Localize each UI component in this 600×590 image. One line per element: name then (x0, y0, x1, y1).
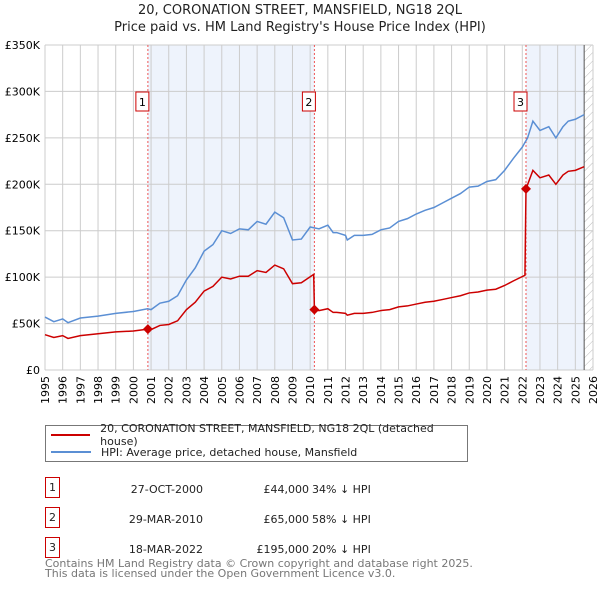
x-tick-label: 2026 (587, 376, 600, 404)
legend-label: HPI: Average price, detached house, Mans… (101, 445, 358, 459)
sale-label-box (135, 91, 150, 112)
sale-marker-box: 3 (45, 537, 60, 558)
y-tick-label: £150K (5, 225, 41, 238)
chart-title: 20, CORONATION STREET, MANSFIELD, NG18 2… (137, 3, 463, 18)
sale-label: 1 (139, 96, 146, 109)
x-tick-label: 2002 (163, 376, 176, 404)
price-chart: 1995 1996 1997 1998 1999 2000 2001 2002 2003 2004… (5, 39, 600, 404)
y-tick-label: £50K (12, 318, 41, 331)
footer-line: Contains HM Land Registry data © Crown c… (45, 557, 473, 570)
sale-point (142, 324, 153, 335)
x-tick-label: 2005 (216, 376, 229, 404)
x-tick-label: 1995 (39, 376, 52, 404)
y-tick-label: £350K (5, 39, 41, 52)
x-tick-label: 2000 (127, 376, 140, 404)
x-tick-label: 2024 (552, 376, 565, 404)
x-tick-label: 2013 (357, 376, 370, 404)
blue-line-swatch (51, 451, 91, 453)
forecast-hatch (584, 45, 593, 370)
sale-marker-box: 2 (45, 507, 60, 528)
sale-date: 29-MAR-2010 (128, 513, 203, 526)
sale-label-box (513, 91, 528, 112)
legend-item-hpi: HPI: Average price, detached house, Mans… (51, 444, 357, 460)
hpi-diff: 34% ↓ HPI (312, 483, 371, 496)
x-tick-label: 2025 (569, 376, 582, 404)
x-tick-label: 2010 (304, 376, 317, 404)
x-tick-label: 2003 (180, 376, 193, 404)
chart-subtitle: Price paid vs. HM Land Registry's House … (114, 20, 486, 35)
transaction-row: 3 18-MAR-2022 £195,000 20% ↓ HPI (45, 537, 465, 563)
sale-point (521, 183, 532, 194)
x-tick-label: 2012 (340, 376, 353, 404)
series-line (44, 113, 585, 324)
x-tick-label: 2018 (446, 376, 459, 404)
x-tick-label: 1997 (74, 376, 87, 404)
sale-date: 18-MAR-2022 (128, 543, 203, 556)
sale-label-box (301, 91, 316, 112)
x-tick-label: 2008 (269, 376, 282, 404)
hpi-diff: 20% ↓ HPI (312, 543, 371, 556)
x-tick-label: 1998 (92, 376, 105, 404)
sale-price: £195,000 (256, 543, 310, 556)
legend-label: 20, CORONATION STREET, MANSFIELD, NG18 2… (100, 422, 434, 448)
x-tick-label: 2016 (410, 376, 423, 404)
x-tick-label: 2023 (534, 376, 547, 404)
y-tick-label: £250K (5, 132, 41, 145)
sale-price: £65,000 (263, 513, 310, 526)
x-tick-label: 2015 (393, 376, 406, 404)
y-tick-label: £300K (5, 85, 41, 98)
legend-item-property: 20, CORONATION STREET, MANSFIELD, NG18 2… (51, 422, 467, 448)
red-line-swatch (51, 434, 91, 436)
legend: 20, CORONATION STREET, MANSFIELD, NG18 2… (45, 422, 468, 462)
x-tick-label: 1999 (110, 376, 123, 404)
x-tick-label: 2019 (463, 376, 476, 404)
x-tick-label: 2011 (322, 376, 335, 404)
y-tick-label: £100K (5, 271, 41, 284)
sale-price: £44,000 (263, 483, 310, 496)
sale-label: 2 (305, 96, 312, 109)
x-tick-label: 2007 (251, 376, 264, 404)
x-tick-label: 2001 (145, 376, 158, 404)
sale-label: 3 (517, 96, 524, 109)
transaction-row: 2 29-MAR-2010 £65,000 58% ↓ HPI (45, 507, 465, 533)
x-tick-label: 2009 (286, 376, 299, 404)
footer: Contains HM Land Registry data © Crown c… (45, 557, 473, 580)
hpi-diff: 58% ↓ HPI (312, 513, 371, 526)
footer-line: This data is licensed under the Open Gov… (45, 567, 396, 580)
sale-marker-box: 1 (45, 477, 60, 498)
x-tick-label: 2006 (233, 376, 246, 404)
y-tick-label: £0 (26, 364, 40, 377)
shaded-period (147, 45, 315, 370)
x-tick-label: 2017 (428, 376, 441, 404)
series-line (44, 165, 585, 340)
x-tick-label: 2022 (516, 376, 529, 404)
sale-date: 27-OCT-2000 (130, 483, 203, 496)
x-tick-label: 2014 (375, 376, 388, 404)
x-tick-label: 2020 (481, 376, 494, 404)
shaded-period (526, 45, 585, 370)
x-tick-label: 2021 (499, 376, 512, 404)
x-tick-label: 2004 (198, 376, 211, 404)
sale-point (309, 304, 320, 315)
transaction-row: 1 27-OCT-2000 £44,000 34% ↓ HPI (45, 477, 465, 503)
x-tick-label: 1996 (57, 376, 70, 404)
y-tick-label: £200K (5, 178, 41, 191)
